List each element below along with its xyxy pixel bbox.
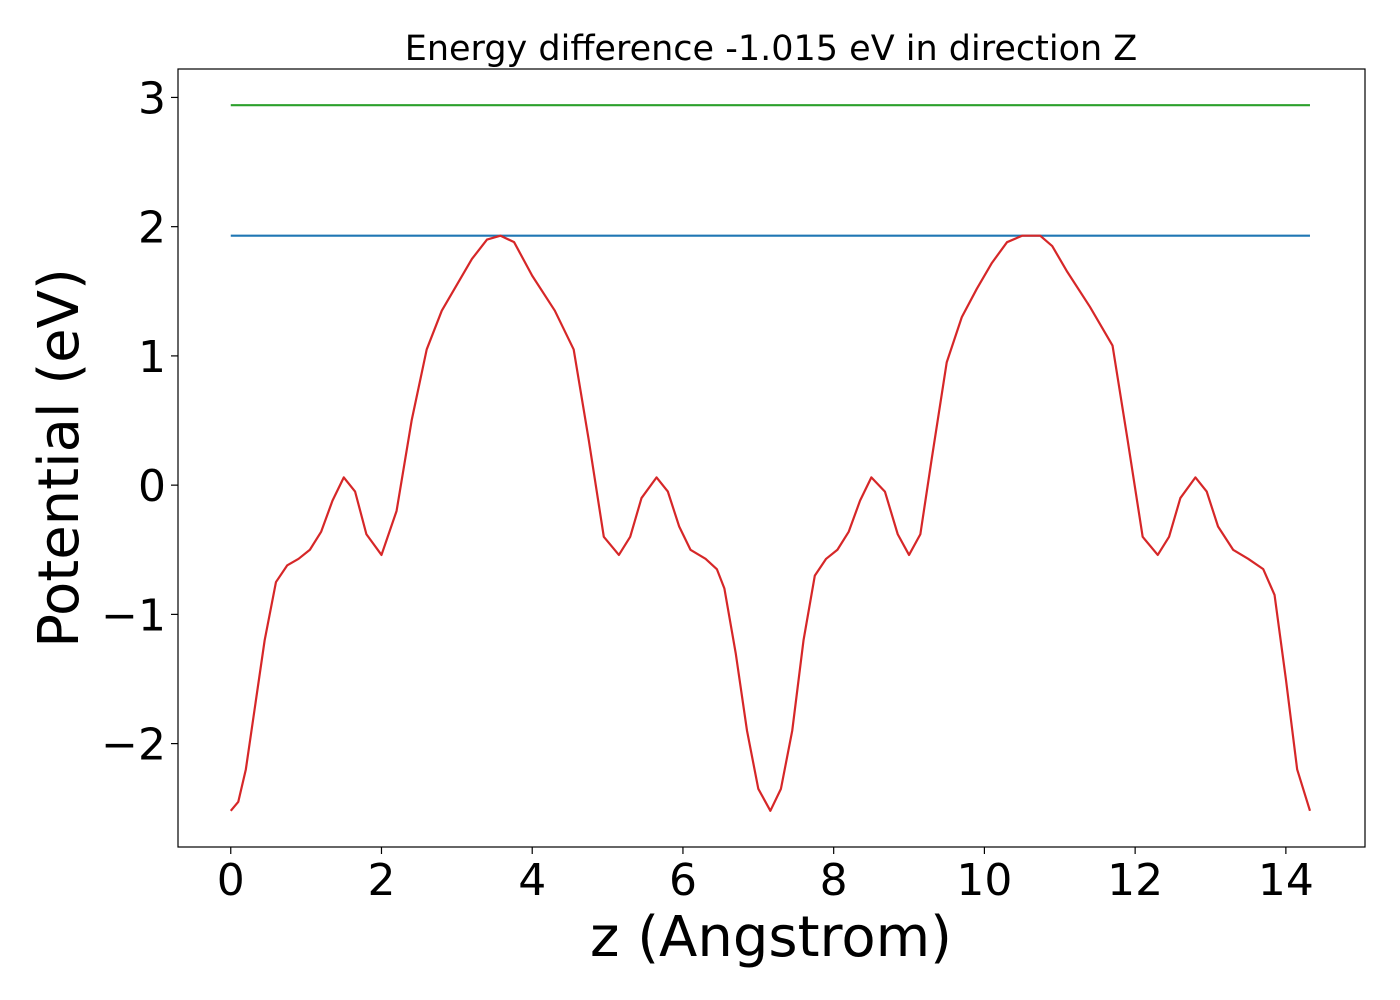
y-tick-label: −1 — [101, 590, 166, 641]
x-tick-label: 8 — [820, 855, 848, 906]
x-tick-label: 4 — [518, 855, 546, 906]
y-tick-label: −2 — [101, 720, 166, 771]
y-tick-label: 2 — [138, 203, 166, 254]
x-tick-label: 14 — [1258, 855, 1314, 906]
x-tick-label: 10 — [956, 855, 1012, 906]
x-tick-label: 6 — [669, 855, 697, 906]
x-axis-label: z (Angstrom) — [590, 905, 952, 970]
y-axis: −2 −1 0 1 2 3 — [101, 73, 178, 771]
series-line-2 — [229, 234, 1312, 812]
x-axis: 0 2 4 6 8 10 12 14 — [217, 847, 1314, 906]
plot-frame — [177, 68, 1366, 848]
plot-area — [229, 104, 1312, 812]
x-tick-label: 12 — [1107, 855, 1163, 906]
y-tick-label: 3 — [138, 73, 166, 124]
y-tick-label: 0 — [138, 461, 166, 512]
y-axis-label: Potential (eV) — [27, 268, 92, 648]
x-tick-label: 2 — [367, 855, 395, 906]
x-tick-label: 0 — [217, 855, 245, 906]
y-tick-label: 1 — [138, 332, 166, 383]
chart-title: Energy difference -1.015 eV in direction… — [405, 29, 1138, 69]
